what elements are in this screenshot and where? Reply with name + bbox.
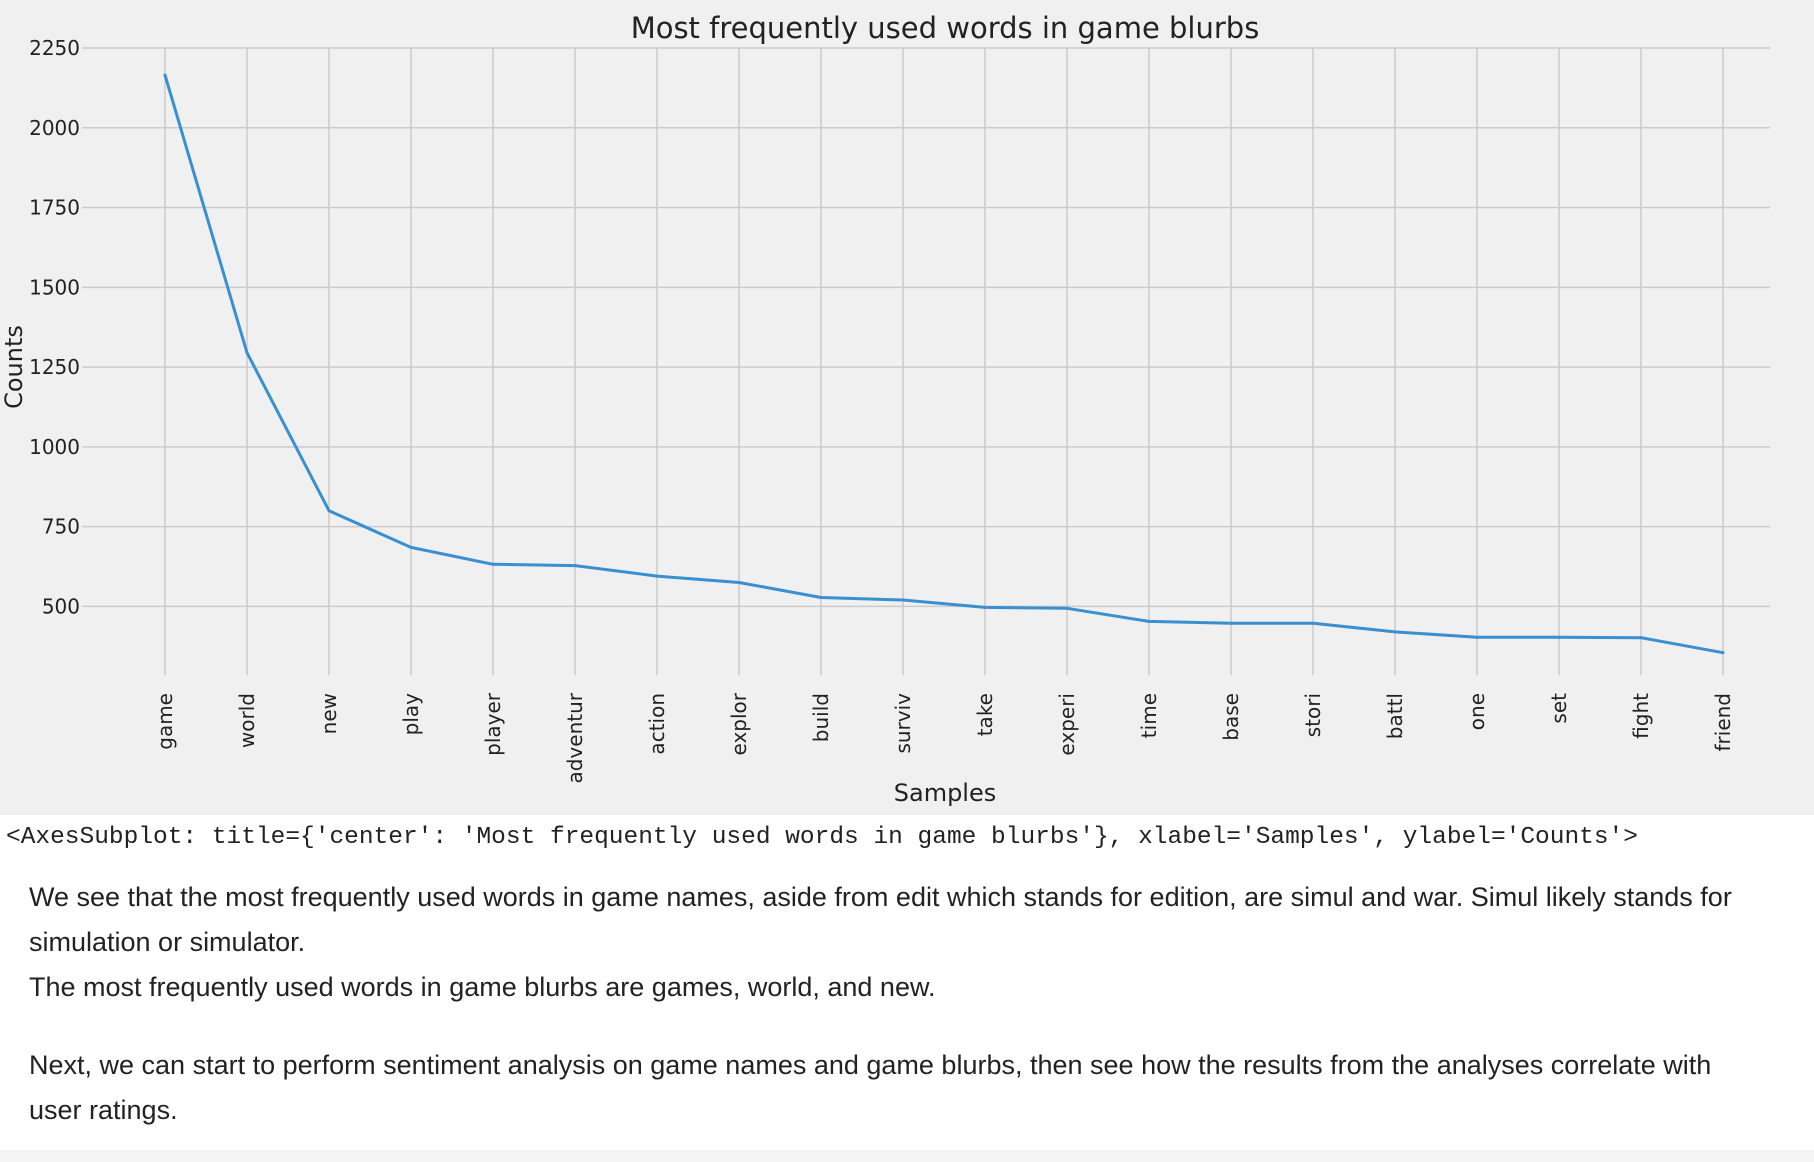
x-tick-label: play <box>399 693 423 736</box>
data-point <box>1229 621 1233 625</box>
data-point <box>1147 619 1151 623</box>
data-point <box>1065 606 1069 610</box>
x-tick-label: action <box>645 693 669 755</box>
markdown-sentence: We see that the most frequently used wor… <box>29 882 1732 957</box>
x-tick-label: stori <box>1301 693 1325 737</box>
y-tick-label: 1750 <box>29 196 80 220</box>
data-point <box>1639 636 1643 640</box>
markdown-paragraph: Next, we can start to perform sentiment … <box>29 1050 1712 1125</box>
x-tick-label: surviv <box>891 693 915 754</box>
y-tick-label: 2000 <box>29 116 80 140</box>
chart-figure: 500 750 1000 1250 1500 1750 2000 2250 game world… <box>0 0 1814 815</box>
data-point <box>1721 651 1725 655</box>
data-point <box>655 574 659 578</box>
data-point <box>573 564 577 568</box>
data-point <box>327 509 331 513</box>
x-tick-label: fight <box>1629 693 1653 739</box>
data-point <box>819 595 823 599</box>
x-tick-label: one <box>1465 693 1489 730</box>
data-point <box>163 73 167 77</box>
data-point <box>901 598 905 602</box>
data-point <box>1311 621 1315 625</box>
data-point <box>1557 635 1561 639</box>
series-line <box>163 74 1724 655</box>
line-chart: 500 750 1000 1250 1500 1750 2000 2250 game world… <box>0 11 1770 807</box>
chart-title: Most frequently used words in game blurb… <box>631 11 1260 45</box>
y-tick-label: 500 <box>42 594 80 618</box>
data-point <box>245 351 249 355</box>
data-point <box>409 545 413 549</box>
y-tick-label: 1500 <box>29 275 80 299</box>
y-tick-label: 2250 <box>29 36 80 60</box>
x-tick-label: adventur <box>563 692 587 783</box>
cell-output-repr: <AxesSubplot: title={'center': 'Most fre… <box>6 824 1638 851</box>
x-tick-label: friend <box>1711 693 1735 752</box>
x-tick-label: set <box>1547 693 1571 724</box>
next-cell-edge <box>0 1150 1814 1162</box>
x-axis-title: Samples <box>894 779 997 807</box>
data-point <box>737 580 741 584</box>
x-tick-label: experi <box>1055 693 1079 756</box>
data-point <box>983 605 987 609</box>
markdown-sentence: The most frequently used words in game b… <box>29 972 936 1002</box>
x-tick-label: battl <box>1383 693 1407 739</box>
y-tick-label: 1000 <box>29 435 80 459</box>
data-point <box>491 562 495 566</box>
x-tick-label: base <box>1219 693 1243 741</box>
x-tick-label: player <box>481 692 505 756</box>
markdown-paragraph: We see that the most frequently used wor… <box>29 875 1769 1010</box>
x-tick-label: time <box>1137 693 1161 738</box>
y-tick-label: 1250 <box>29 355 80 379</box>
x-tick-label: explor <box>727 692 751 755</box>
data-point <box>1393 630 1397 634</box>
x-tick-label: new <box>317 693 341 734</box>
x-tick-label: world <box>235 693 259 748</box>
data-point <box>1475 635 1479 639</box>
x-tick-label: game <box>153 693 177 750</box>
x-tick-label: build <box>809 693 833 742</box>
y-axis-title: Counts <box>0 325 28 409</box>
x-tick-label: take <box>973 693 997 736</box>
y-tick-label: 750 <box>42 515 80 539</box>
